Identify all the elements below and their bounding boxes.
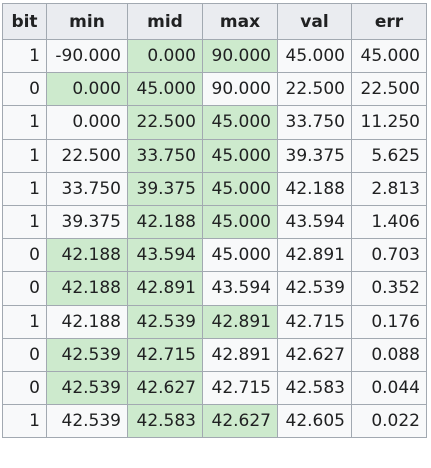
val-cell: 42.715 [277, 304, 352, 339]
table-row: 0 0.000 45.000 90.000 22.500 22.500 [2, 72, 427, 107]
table-row: 0 42.539 42.715 42.891 42.627 0.088 [2, 337, 427, 372]
min-cell: 42.188 [46, 238, 128, 273]
err-cell: 0.088 [351, 337, 427, 372]
bit-cell: 0 [2, 238, 47, 273]
table-row: 1 33.750 39.375 45.000 42.188 2.813 [2, 171, 427, 206]
val-cell: 42.627 [277, 337, 352, 372]
max-cell: 43.594 [202, 271, 278, 306]
table-row: 1 42.188 42.539 42.891 42.715 0.176 [2, 304, 427, 339]
max-cell: 42.891 [202, 304, 278, 339]
val-cell: 42.583 [277, 370, 352, 406]
mid-cell: 39.375 [127, 171, 203, 206]
max-cell: 45.000 [202, 238, 278, 273]
max-cell: 42.891 [202, 337, 278, 372]
min-cell: 42.539 [46, 404, 128, 439]
table-row: 1 -90.000 0.000 90.000 45.000 45.000 [2, 38, 427, 74]
err-cell: 2.813 [351, 171, 427, 206]
table-row: 0 42.188 42.891 43.594 42.539 0.352 [2, 271, 427, 306]
bisection-table: bit min mid max val err 1 -90.000 0.000 90.… [2, 3, 427, 439]
header-mid: mid [127, 3, 203, 40]
min-cell: 22.500 [46, 138, 128, 173]
max-cell: 45.000 [202, 138, 278, 173]
bit-cell: 1 [2, 38, 47, 74]
header-row: bit min mid max val err [2, 3, 427, 40]
val-cell: 42.605 [277, 404, 352, 439]
min-cell: 42.188 [46, 271, 128, 306]
val-cell: 45.000 [277, 38, 352, 74]
err-cell: 0.176 [351, 304, 427, 339]
header-max: max [202, 3, 278, 40]
header-val: val [277, 3, 352, 40]
mid-cell: 42.539 [127, 304, 203, 339]
mid-cell: 22.500 [127, 105, 203, 140]
min-cell: 0.000 [46, 105, 128, 140]
err-cell: 22.500 [351, 72, 427, 107]
min-cell: 39.375 [46, 204, 128, 240]
bit-cell: 1 [2, 171, 47, 206]
max-cell: 45.000 [202, 105, 278, 140]
mid-cell: 42.715 [127, 337, 203, 372]
max-cell: 90.000 [202, 72, 278, 107]
bit-cell: 1 [2, 404, 47, 439]
bit-cell: 0 [2, 271, 47, 306]
err-cell: 45.000 [351, 38, 427, 74]
err-cell: 0.352 [351, 271, 427, 306]
err-cell: 0.022 [351, 404, 427, 439]
bit-cell: 0 [2, 337, 47, 372]
val-cell: 39.375 [277, 138, 352, 173]
err-cell: 0.703 [351, 238, 427, 273]
val-cell: 42.539 [277, 271, 352, 306]
min-cell: 0.000 [46, 72, 128, 107]
bit-cell: 0 [2, 72, 47, 107]
err-cell: 1.406 [351, 204, 427, 240]
max-cell: 45.000 [202, 171, 278, 206]
mid-cell: 42.891 [127, 271, 203, 306]
bit-cell: 1 [2, 138, 47, 173]
min-cell: 42.539 [46, 337, 128, 372]
max-cell: 90.000 [202, 38, 278, 74]
err-cell: 5.625 [351, 138, 427, 173]
val-cell: 33.750 [277, 105, 352, 140]
mid-cell: 42.583 [127, 404, 203, 439]
err-cell: 11.250 [351, 105, 427, 140]
mid-cell: 0.000 [127, 38, 203, 74]
max-cell: 42.715 [202, 370, 278, 406]
mid-cell: 45.000 [127, 72, 203, 107]
bit-cell: 0 [2, 370, 47, 406]
err-cell: 0.044 [351, 370, 427, 406]
val-cell: 42.188 [277, 171, 352, 206]
mid-cell: 42.188 [127, 204, 203, 240]
header-min: min [46, 3, 128, 40]
table-row: 1 42.539 42.583 42.627 42.605 0.022 [2, 404, 427, 439]
min-cell: 33.750 [46, 171, 128, 206]
header-err: err [351, 3, 427, 40]
max-cell: 42.627 [202, 404, 278, 439]
table-row: 1 22.500 33.750 45.000 39.375 5.625 [2, 138, 427, 173]
mid-cell: 42.627 [127, 370, 203, 406]
table-row: 0 42.539 42.627 42.715 42.583 0.044 [2, 370, 427, 406]
bit-cell: 1 [2, 105, 47, 140]
bit-cell: 1 [2, 304, 47, 339]
mid-cell: 33.750 [127, 138, 203, 173]
mid-cell: 43.594 [127, 238, 203, 273]
max-cell: 45.000 [202, 204, 278, 240]
min-cell: 42.188 [46, 304, 128, 339]
table-row: 1 39.375 42.188 45.000 43.594 1.406 [2, 204, 427, 240]
min-cell: -90.000 [46, 38, 128, 74]
table-row: 0 42.188 43.594 45.000 42.891 0.703 [2, 238, 427, 273]
val-cell: 42.891 [277, 238, 352, 273]
header-bit: bit [2, 3, 47, 40]
val-cell: 22.500 [277, 72, 352, 107]
val-cell: 43.594 [277, 204, 352, 240]
bit-cell: 1 [2, 204, 47, 240]
table-body: 1 -90.000 0.000 90.000 45.000 45.000 0 0.000 45.… [2, 38, 427, 439]
min-cell: 42.539 [46, 370, 128, 406]
table-row: 1 0.000 22.500 45.000 33.750 11.250 [2, 105, 427, 140]
